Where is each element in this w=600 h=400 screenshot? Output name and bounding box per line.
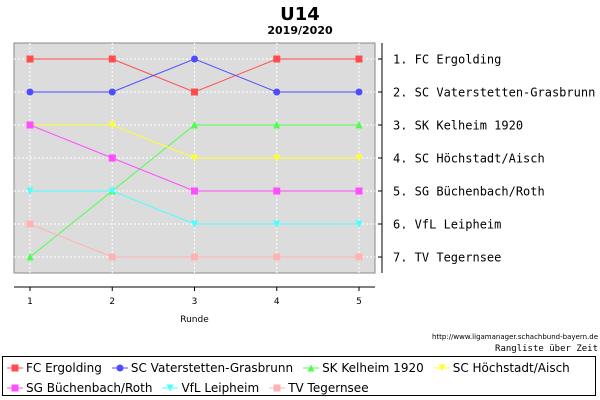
square-marker-icon <box>7 384 23 391</box>
y-tick-label: 3. SK Kelheim 1920 <box>393 119 523 133</box>
data-point-sg-b-chenbach-roth <box>26 121 34 129</box>
data-point-tv-tegernsee <box>26 220 34 228</box>
data-point-sc-vaterstetten-grasbrunn <box>26 88 34 96</box>
data-point-sc-vaterstetten-grasbrunn <box>355 88 363 96</box>
legend-label: SC Vaterstetten-Grasbrunn <box>130 360 294 375</box>
data-point-fc-ergolding <box>191 88 198 96</box>
x-tick-label: 5 <box>356 297 362 307</box>
data-point-sc-vaterstetten-grasbrunn <box>108 88 116 96</box>
data-point-vfl-leipheim <box>273 220 281 228</box>
y-tick-label: 6. VfL Leipheim <box>393 218 501 232</box>
data-point-tv-tegernsee <box>355 253 363 261</box>
triangle-down-marker-icon <box>162 384 179 391</box>
data-point-sg-b-chenbach-roth <box>273 187 281 195</box>
legend-item-vfl-leipheim: VfL Leipheim <box>162 379 259 396</box>
data-point-vfl-leipheim <box>355 220 363 228</box>
data-point-sk-kelheim-1920 <box>273 121 281 129</box>
x-tick-label: 1 <box>27 297 33 307</box>
chart-caption: Rangliste über Zeit <box>495 344 598 354</box>
circle-marker-icon <box>111 364 128 371</box>
data-point-sc-h-chstadt-aisch <box>108 121 116 129</box>
legend-label: FC Ergolding <box>26 360 102 375</box>
data-point-sg-b-chenbach-roth <box>108 154 116 162</box>
chart-subtitle: 2019/2020 <box>267 24 333 37</box>
y-tick-label: 1. FC Ergolding <box>393 53 501 67</box>
legend-label: SG Büchenbach/Roth <box>26 380 153 395</box>
data-point-sk-kelheim-1920 <box>26 253 34 261</box>
source-url: http://www.ligamanager.schachbund-bayern… <box>431 333 598 341</box>
data-point-sc-h-chstadt-aisch <box>273 154 281 162</box>
data-point-vfl-leipheim <box>26 187 34 195</box>
data-point-sc-h-chstadt-aisch <box>355 154 363 162</box>
legend-label: SC Höchstadt/Aisch <box>452 360 570 375</box>
data-point-vfl-leipheim <box>191 220 198 228</box>
data-point-fc-ergolding <box>273 55 281 63</box>
x-tick-label: 2 <box>109 297 115 307</box>
square-marker-icon <box>7 364 23 371</box>
x-axis-label: Runde <box>180 315 209 325</box>
y-tick-label: 2. SC Vaterstetten-Grasbrunn <box>393 86 595 100</box>
triangle-up-marker-icon <box>303 364 320 371</box>
legend-item-sc-vaterstetten-grasbrunn: SC Vaterstetten-Grasbrunn <box>111 359 294 376</box>
triangle-down-marker-icon <box>433 364 450 371</box>
data-point-fc-ergolding <box>355 55 363 63</box>
square-marker-icon <box>269 384 286 391</box>
legend-item-tv-tegernsee: TV Tegernsee <box>269 379 369 396</box>
data-point-sc-vaterstetten-grasbrunn <box>191 55 198 63</box>
data-point-sc-h-chstadt-aisch <box>191 154 198 162</box>
data-point-tv-tegernsee <box>273 253 281 261</box>
legend-label: TV Tegernsee <box>288 380 369 395</box>
legend-label: SK Kelheim 1920 <box>322 360 424 375</box>
legend-item-sk-kelheim-1920: SK Kelheim 1920 <box>303 359 424 376</box>
y-tick-label: 4. SC Höchstadt/Aisch <box>393 152 545 166</box>
data-point-fc-ergolding <box>26 55 34 63</box>
legend-item-sg-b-chenbach-roth: SG Büchenbach/Roth <box>7 379 152 396</box>
data-point-sg-b-chenbach-roth <box>191 187 198 195</box>
data-point-sc-vaterstetten-grasbrunn <box>273 88 281 96</box>
data-point-vfl-leipheim <box>108 187 116 195</box>
y-tick-label: 5. SG Büchenbach/Roth <box>393 185 545 199</box>
legend-label: VfL Leipheim <box>181 380 260 395</box>
x-tick-label: 3 <box>192 297 198 307</box>
x-tick-label: 4 <box>274 297 280 307</box>
legend-item-sc-h-chstadt-aisch: SC Höchstadt/Aisch <box>433 359 570 376</box>
data-point-tv-tegernsee <box>191 253 198 261</box>
y-tick-label: 7. TV Tegernsee <box>393 251 501 265</box>
data-point-sk-kelheim-1920 <box>355 121 363 129</box>
chart-legend: FC Ergolding SC Vaterstetten-Grasbrunn SK … <box>2 356 596 396</box>
data-point-fc-ergolding <box>108 55 116 63</box>
data-point-sk-kelheim-1920 <box>191 121 198 129</box>
data-point-tv-tegernsee <box>108 253 116 261</box>
legend-item-fc-ergolding: FC Ergolding <box>7 359 102 376</box>
data-point-sg-b-chenbach-roth <box>355 187 363 195</box>
line-chart: 1 2 3 4 5 Runde 1. FC Ergolding 2. SC Vaterstet… <box>13 42 595 325</box>
chart-title: U14 <box>280 4 320 25</box>
